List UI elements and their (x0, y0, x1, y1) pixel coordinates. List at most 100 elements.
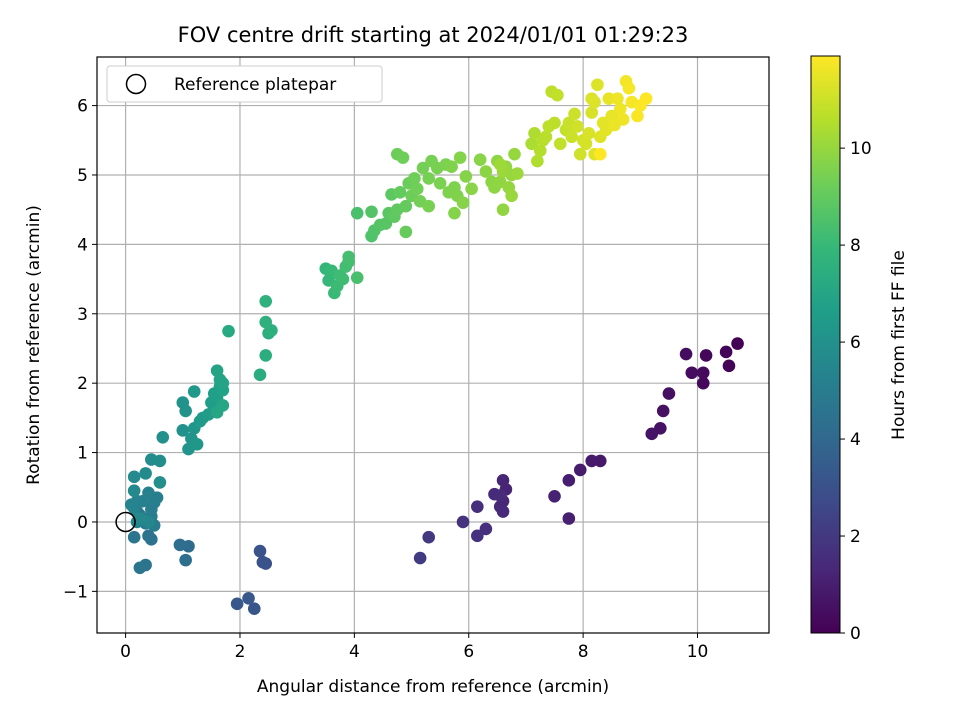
legend-box (106, 65, 383, 103)
y-axis-ticks: −1 0 1 2 3 4 5 6 (63, 97, 97, 602)
data-point (399, 199, 413, 213)
data-point (259, 349, 273, 362)
data-point (585, 454, 599, 468)
data-point (433, 177, 447, 190)
colorbar-tick-label: 4 (850, 430, 861, 450)
data-point (473, 153, 487, 167)
data-point (591, 78, 604, 92)
data-point (127, 484, 141, 498)
data-point (611, 92, 624, 105)
data-point (582, 127, 596, 140)
legend-entry-reference: Reference platepar (174, 75, 336, 95)
data-point (699, 349, 713, 362)
data-point (453, 151, 467, 164)
data-point (471, 529, 484, 543)
colorbar-tick-label: 2 (850, 527, 861, 547)
data-point (393, 186, 407, 199)
data-point (422, 530, 436, 544)
data-point (539, 130, 553, 144)
data-point (505, 189, 518, 203)
data-point (685, 366, 699, 380)
data-point (422, 199, 436, 213)
data-point (565, 130, 578, 144)
data-points (125, 74, 744, 616)
x-tick-label: 6 (463, 642, 474, 662)
data-point (588, 95, 601, 109)
data-point (465, 182, 478, 196)
data-point (731, 337, 744, 350)
data-point (553, 137, 567, 151)
data-point (350, 206, 364, 220)
data-point (679, 347, 693, 361)
data-point (242, 592, 255, 605)
data-point (616, 113, 630, 126)
colorbar-gradient (810, 55, 841, 634)
data-point (579, 137, 593, 151)
data-point (230, 597, 244, 611)
colorbar-tick-label: 6 (850, 333, 861, 353)
data-point (156, 430, 170, 444)
data-point (508, 147, 521, 161)
data-point (493, 489, 507, 502)
data-point (259, 315, 273, 329)
colorbar-tick-label: 8 (850, 236, 861, 256)
data-point (696, 366, 710, 380)
plot-frame (96, 56, 770, 634)
y-tick-label: 5 (77, 166, 88, 186)
data-point (210, 364, 224, 377)
data-point (551, 88, 564, 102)
data-point (562, 512, 576, 525)
data-point (479, 522, 493, 536)
y-tick-label: 2 (77, 374, 88, 394)
data-point (153, 454, 167, 468)
data-point (342, 250, 355, 264)
data-point (528, 127, 541, 140)
data-point (533, 144, 547, 157)
data-point (585, 106, 599, 119)
data-point (153, 476, 167, 489)
data-point (259, 294, 273, 308)
y-tick-label: −1 (63, 582, 88, 602)
data-point (645, 427, 659, 441)
data-point (422, 172, 436, 185)
x-tick-label: 10 (687, 642, 709, 662)
data-point (479, 165, 493, 178)
colorbar-tick-label: 10 (850, 139, 872, 159)
data-point (379, 217, 393, 230)
data-point (639, 92, 653, 105)
x-tick-label: 2 (235, 642, 246, 662)
legend-marker-icon (125, 73, 147, 95)
data-point (471, 500, 484, 513)
data-point (593, 147, 607, 161)
data-point (656, 404, 670, 418)
data-point (573, 463, 587, 477)
data-point (456, 515, 470, 529)
data-point (399, 225, 413, 239)
data-point (531, 154, 544, 168)
y-tick-label: 4 (77, 235, 88, 255)
data-point (127, 470, 141, 484)
data-point (253, 544, 267, 558)
data-point (548, 116, 561, 130)
data-point (127, 530, 141, 544)
data-point (525, 137, 538, 151)
x-tick-label: 4 (349, 642, 360, 662)
data-point (511, 167, 524, 180)
data-point (253, 368, 267, 382)
data-point (696, 376, 710, 390)
data-point (336, 272, 350, 286)
x-axis-ticks: 0 2 4 6 8 10 (120, 633, 708, 662)
data-point (413, 551, 427, 565)
data-point (408, 172, 421, 185)
data-point (448, 206, 461, 220)
data-point (179, 553, 192, 567)
data-point (445, 160, 458, 173)
y-tick-label: 1 (77, 444, 88, 464)
data-point (187, 385, 201, 398)
y-axis-label: Rotation from reference (arcmin) (24, 205, 44, 485)
data-point (216, 376, 230, 390)
y-tick-label: 3 (77, 305, 88, 325)
data-point (496, 505, 510, 518)
data-point (247, 602, 261, 616)
